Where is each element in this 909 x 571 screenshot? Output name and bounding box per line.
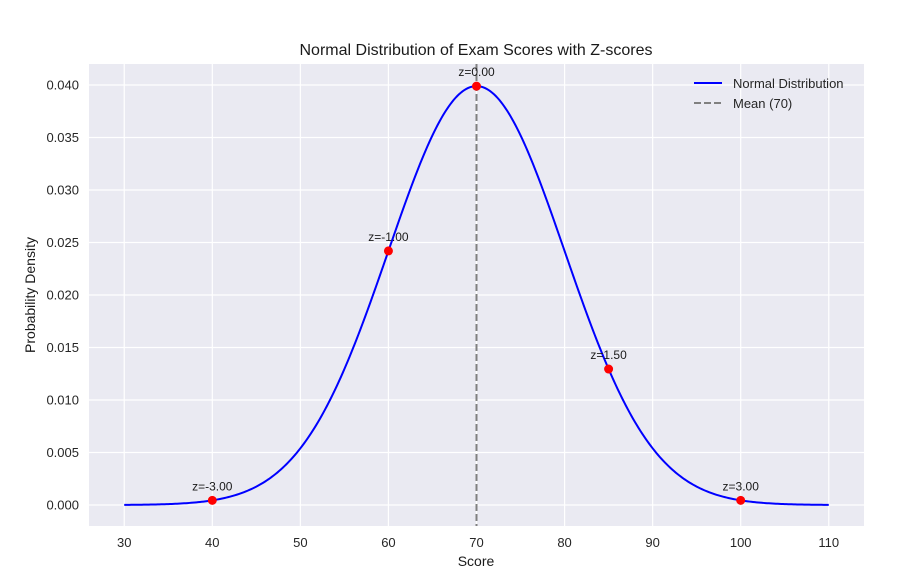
x-tick-label: 90	[645, 535, 659, 550]
points-layer: z=-3.00 z=-1.00 z=0.00 z=1.50 z=3.00	[192, 65, 759, 505]
y-tick-label: 0.035	[46, 130, 79, 145]
y-tick-label: 0.010	[46, 393, 79, 408]
y-tick-label: 0.030	[46, 183, 79, 198]
x-tick-label: 40	[205, 535, 219, 550]
z-score-point	[207, 495, 217, 505]
legend: Normal Distribution Mean (70)	[694, 76, 844, 111]
y-tick-label: 0.005	[46, 445, 79, 460]
x-tick-label: 80	[557, 535, 571, 550]
y-axis-title: Probability Density	[22, 237, 38, 353]
y-tick-label: 0.000	[46, 498, 79, 513]
z-score-label: z=1.50	[590, 348, 627, 362]
x-tick-label: 50	[293, 535, 307, 550]
z-score-label: z=3.00	[723, 479, 760, 493]
z-score-point	[604, 364, 614, 374]
legend-label-mean: Mean (70)	[733, 96, 792, 111]
chart-title: Normal Distribution of Exam Scores with …	[300, 42, 653, 59]
y-tick-labels: 0.000 0.005 0.010 0.015 0.020 0.025 0.030 0.035…	[46, 78, 79, 513]
z-score-label: z=-3.00	[192, 479, 233, 493]
y-tick-label: 0.040	[46, 78, 79, 93]
x-tick-label: 70	[469, 535, 483, 550]
z-score-label: z=-1.00	[368, 230, 409, 244]
x-axis-title: Score	[458, 553, 495, 569]
x-tick-label: 110	[818, 535, 839, 550]
x-tick-label: 60	[381, 535, 395, 550]
x-tick-label: 100	[730, 535, 752, 550]
z-score-point	[383, 246, 393, 256]
legend-label-normal: Normal Distribution	[733, 76, 844, 91]
y-tick-label: 0.020	[46, 288, 79, 303]
x-tick-labels: 30 40 50 60 70 80 90 100 110	[117, 535, 839, 550]
y-tick-label: 0.015	[46, 340, 79, 355]
z-score-label: z=0.00	[458, 65, 495, 79]
x-tick-label: 30	[117, 535, 131, 550]
y-tick-label: 0.025	[46, 235, 79, 250]
z-score-point	[472, 81, 481, 91]
z-score-point	[736, 495, 746, 505]
